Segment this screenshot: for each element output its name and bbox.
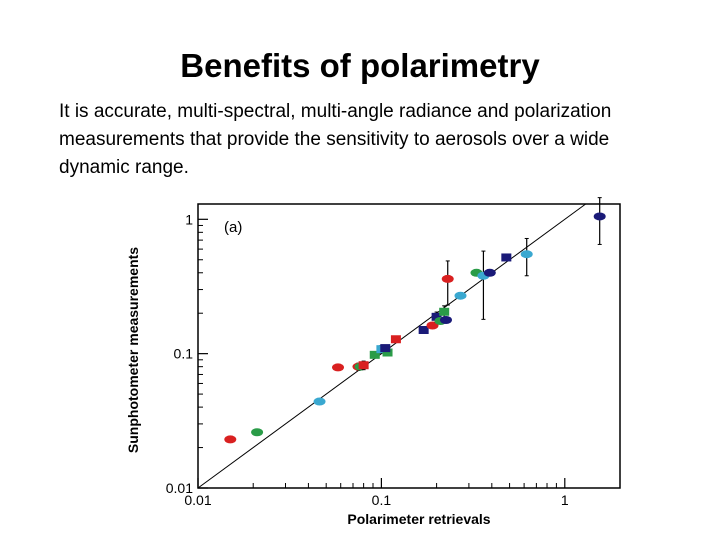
minor-ticks: [198, 224, 557, 488]
slide-body-text: It is accurate, multi-spectral, multi-an…: [59, 101, 612, 178]
data-point: [520, 237, 533, 277]
point-marker: [418, 325, 429, 334]
data-point: [483, 268, 496, 277]
data-point: [454, 291, 467, 300]
major-ticks: 0.01 0.1 1 0.01 0.1 1: [166, 211, 569, 508]
y-tick-label: 0.01: [166, 480, 193, 496]
data-point: [224, 435, 237, 444]
point-marker: [369, 350, 380, 359]
data-point: [477, 250, 490, 320]
data-point: [332, 363, 345, 372]
data-point: [369, 350, 380, 359]
point-marker: [431, 312, 442, 321]
data-point: [313, 397, 326, 406]
point-marker: [382, 348, 393, 357]
point-marker: [224, 435, 237, 444]
point-marker: [380, 344, 391, 353]
y-tick-label: 0.1: [174, 346, 194, 362]
data-point: [251, 428, 264, 437]
point-marker: [593, 212, 606, 221]
panel-label: (a): [224, 219, 242, 236]
one-to-one-line: [197, 203, 586, 489]
data-point: [390, 335, 401, 344]
point-marker: [439, 316, 452, 325]
point-marker: [501, 253, 512, 262]
point-marker: [439, 307, 450, 316]
data-point: [380, 344, 391, 353]
point-marker: [358, 361, 369, 370]
point-marker: [426, 321, 439, 330]
data-point: [593, 197, 606, 245]
data-point: [426, 321, 439, 330]
point-marker: [520, 250, 533, 259]
point-marker: [454, 291, 467, 300]
y-tick-label: 1: [185, 211, 193, 227]
data-point: [441, 260, 454, 306]
data-point: [358, 360, 369, 371]
x-tick-label: 1: [561, 492, 569, 508]
data-points: [224, 197, 606, 444]
data-point: [418, 325, 429, 334]
slide-title: Benefits of polarimetry: [180, 47, 540, 84]
point-marker: [332, 363, 345, 372]
x-tick-label: 0.01: [184, 492, 211, 508]
point-marker: [390, 335, 401, 344]
y-axis-label: Sunphotometer measurements: [125, 247, 141, 453]
x-axis-label: Polarimeter retrievals: [347, 511, 490, 527]
point-marker: [483, 268, 496, 277]
chart-root: 0.01 0.1 1 0.01 0.1 1 (a) Polarimeter retriev…: [125, 197, 621, 527]
point-marker: [313, 397, 326, 406]
data-point: [439, 316, 452, 325]
plot-frame: [197, 203, 621, 489]
point-marker: [441, 274, 454, 283]
data-point: [501, 253, 512, 262]
scatter-chart: 0.01 0.1 1 0.01 0.1 1 (a) Polarimeter retriev…: [125, 197, 621, 527]
x-tick-label: 0.1: [372, 492, 392, 508]
point-marker: [251, 428, 264, 437]
